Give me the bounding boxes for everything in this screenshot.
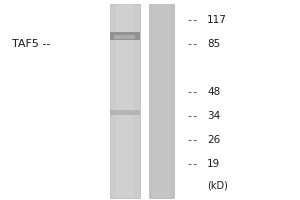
Text: 26: 26 (207, 135, 220, 145)
Bar (114, 35, 135, 39)
Text: 85: 85 (207, 39, 220, 49)
Text: 34: 34 (207, 111, 220, 121)
Bar (116, 4, 134, 198)
Text: --: -- (186, 111, 199, 121)
Text: 48: 48 (207, 87, 220, 97)
Text: TAF5 --: TAF5 -- (12, 39, 50, 49)
Bar (110, 110, 140, 114)
Bar (148, 4, 174, 198)
Bar (110, 4, 140, 198)
Text: --: -- (186, 15, 199, 25)
Text: --: -- (186, 159, 199, 169)
Text: --: -- (186, 39, 199, 49)
Text: 117: 117 (207, 15, 227, 25)
Text: (kD): (kD) (207, 181, 228, 191)
Bar (110, 32, 140, 40)
Text: 19: 19 (207, 159, 220, 169)
Text: --: -- (186, 87, 199, 97)
Text: --: -- (186, 135, 199, 145)
Bar (152, 4, 170, 198)
